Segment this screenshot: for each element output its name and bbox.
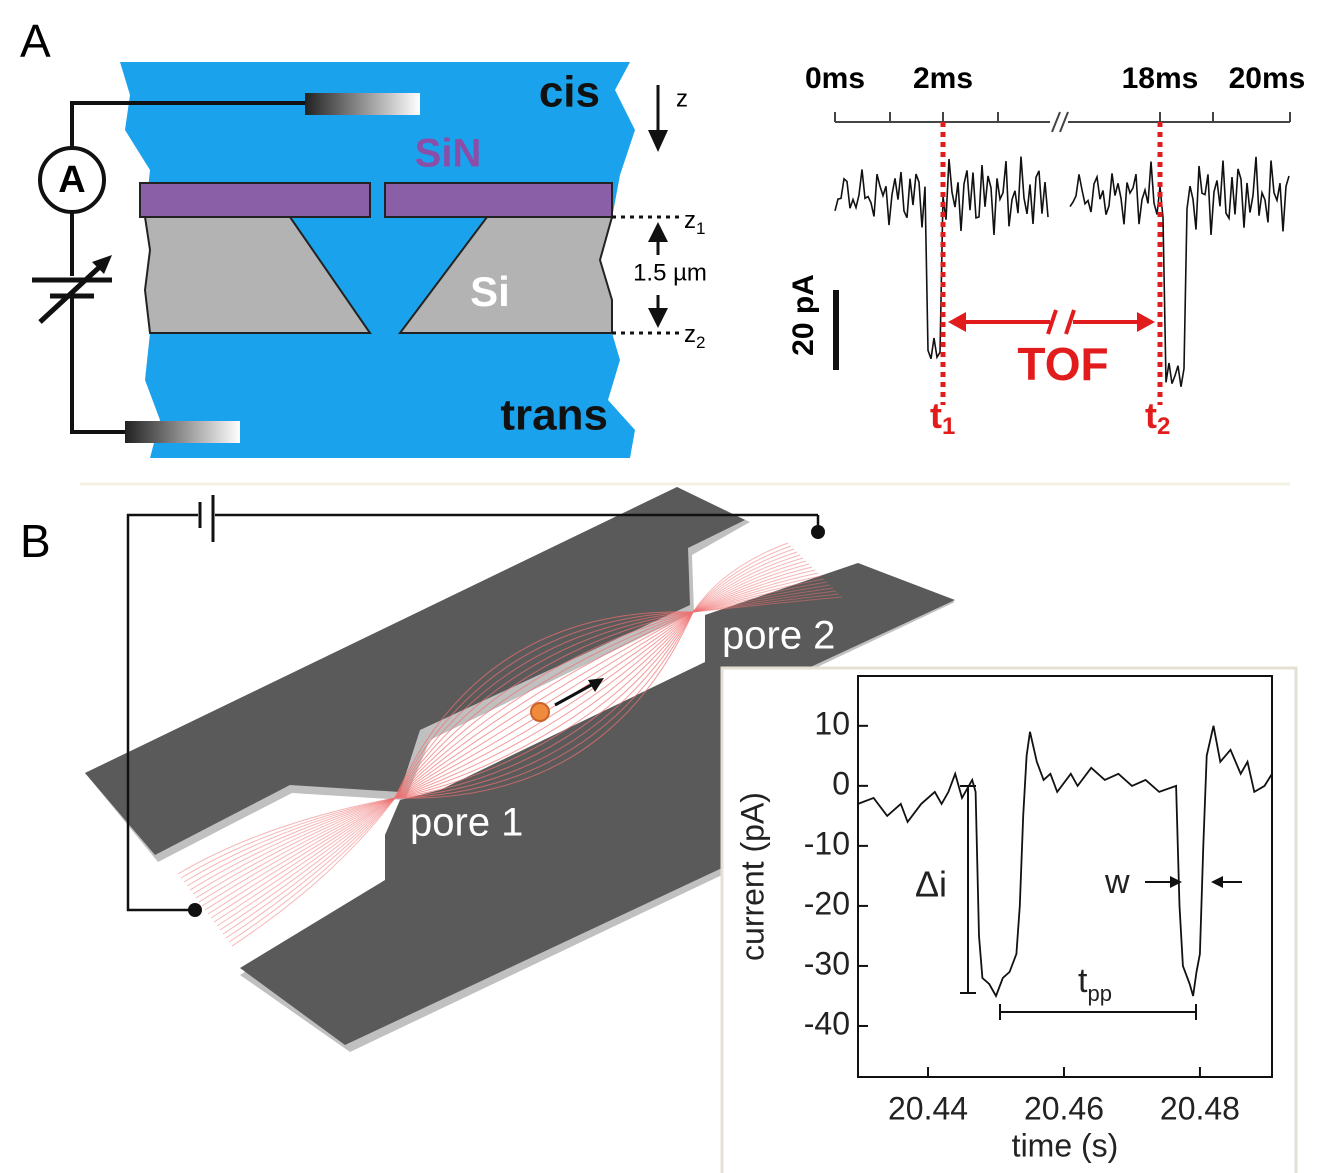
z-label: z [676, 85, 688, 112]
axis-break [1052, 112, 1060, 132]
arrowhead [648, 308, 668, 328]
t1-label: t1 [930, 395, 955, 441]
tpp-sub: pp [1087, 981, 1111, 1006]
time-axis: 0ms 2ms 18ms 20ms [805, 62, 1305, 132]
arrowhead [1137, 312, 1155, 332]
x-tick-label: 20.48 [1160, 1090, 1240, 1126]
pore2-label: pore 2 [722, 614, 835, 658]
y-tick-label: -10 [804, 825, 850, 861]
t2-label: t2 [1145, 395, 1170, 441]
ammeter-label: A [58, 159, 85, 201]
wire [72, 298, 125, 432]
time-label: 20ms [1229, 62, 1306, 95]
tof-break [1066, 310, 1074, 334]
w-label: w [1104, 863, 1130, 901]
delta-i-label: Δi [915, 864, 947, 905]
z2-sub: 2 [696, 333, 705, 352]
z1-sub: 1 [696, 219, 705, 238]
z2-label: z2 [684, 321, 705, 352]
time-label: 18ms [1122, 62, 1199, 95]
y-tick-label: -40 [804, 1005, 850, 1041]
sin-label: SiN [415, 132, 482, 176]
figure: A A cis trans SiN Si z z1 z2 1.5 µm 0ms2… [0, 0, 1342, 1173]
sin-membrane [385, 183, 612, 217]
z2-text: z [684, 321, 696, 348]
t1-sub: 1 [942, 413, 955, 440]
panel-label: A [20, 15, 51, 67]
pore1-label: pore 1 [410, 801, 523, 845]
scale-bar-label: 20 pA [787, 274, 820, 356]
x-tick-label: 20.46 [1024, 1090, 1104, 1126]
t1-text: t [930, 395, 942, 436]
thickness-label: 1.5 µm [633, 259, 707, 286]
x-tick-label: 20.44 [888, 1090, 968, 1126]
trans-label: trans [500, 391, 608, 440]
time-label: 0ms [805, 62, 865, 95]
y-tick-label: -20 [804, 885, 850, 921]
sin-membrane [140, 183, 370, 217]
axis-break [1060, 112, 1068, 132]
si-label: Si [470, 268, 510, 315]
y-axis-label: current (pA) [734, 792, 770, 961]
x-axis-label: time (s) [1012, 1127, 1119, 1163]
t2-text: t [1145, 395, 1157, 436]
arrowhead [948, 312, 966, 332]
time-label: 2ms [913, 62, 973, 95]
cis-label: cis [539, 68, 600, 117]
terminal [811, 525, 825, 539]
z1-label: z1 [684, 207, 705, 238]
particle [531, 703, 549, 721]
arrowhead [648, 222, 668, 242]
y-tick-label: 10 [814, 705, 850, 741]
z1-text: z [684, 207, 696, 234]
tof-label: TOF [1017, 338, 1108, 390]
panel-label: B [20, 515, 51, 567]
arrowhead [648, 130, 668, 152]
electrode [305, 93, 420, 115]
terminal [188, 903, 202, 917]
y-tick-label: -30 [804, 945, 850, 981]
t2-sub: 2 [1157, 413, 1170, 440]
y-tick-label: 0 [832, 765, 850, 801]
electrode [125, 421, 240, 443]
